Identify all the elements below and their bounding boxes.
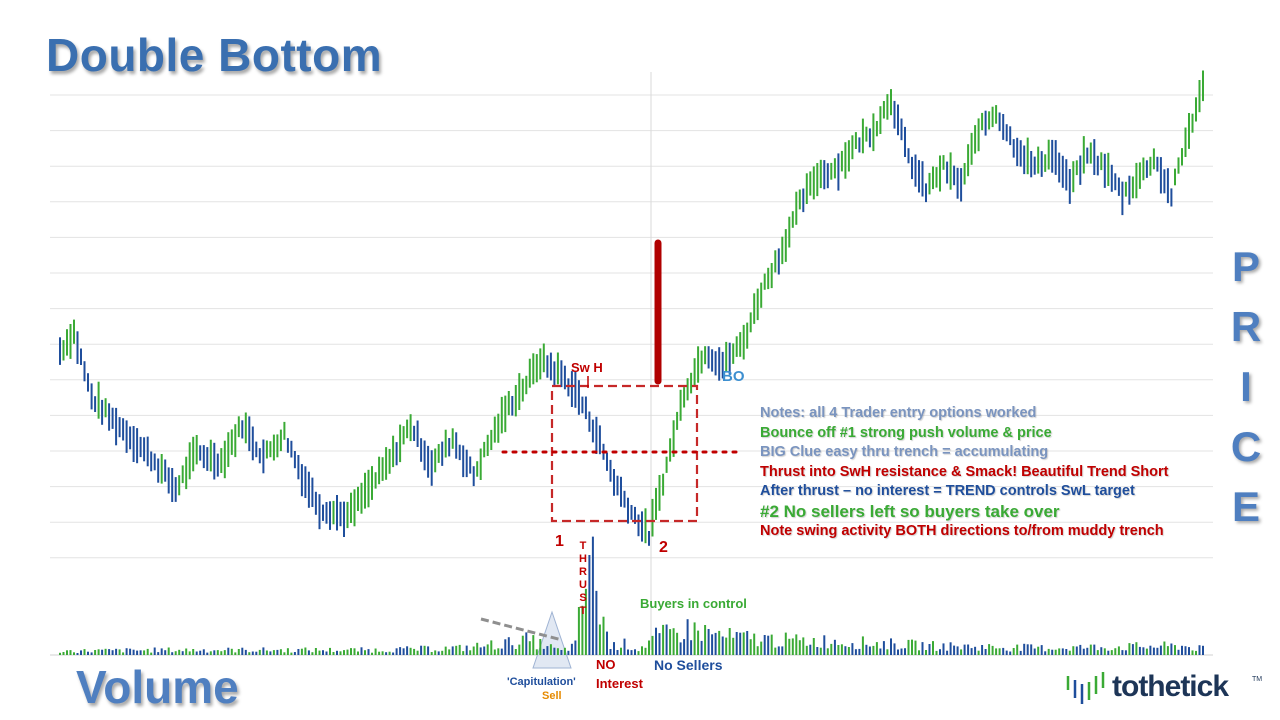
notes-list: Notes: all 4 Trader entry options worked… bbox=[760, 404, 1169, 541]
price-letter-e: E bbox=[1231, 483, 1260, 530]
note-line-7: Note swing activity BOTH directions to/f… bbox=[760, 522, 1164, 539]
volume-title: Volume bbox=[76, 661, 239, 713]
price-letter-r: R bbox=[1230, 303, 1262, 350]
note-line-2: Bounce off #1 strong push volume & price bbox=[760, 424, 1052, 441]
capitulation-triangle bbox=[532, 610, 572, 669]
no-sellers-label: No Sellers bbox=[654, 657, 723, 673]
price-gridlines bbox=[50, 94, 1213, 559]
price-letter-p: P bbox=[1231, 243, 1260, 290]
price-axis-label: P R I C E bbox=[1222, 238, 1270, 536]
logo-wordmark: tothetick bbox=[1112, 670, 1229, 703]
price-letter-i: I bbox=[1240, 363, 1252, 410]
swing-high-label: Sw H bbox=[571, 360, 603, 375]
volume-trend-line bbox=[480, 617, 563, 642]
thrust-letter: S bbox=[579, 592, 587, 604]
thrust-letter: U bbox=[579, 579, 587, 591]
double-bottom-box bbox=[550, 384, 699, 523]
sell-label: Sell bbox=[542, 690, 562, 702]
no-interest-label-line1: NO bbox=[596, 657, 616, 672]
buyers-in-control-label: Buyers in control bbox=[640, 596, 747, 611]
note-line-3: BIG Clue easy thru trench = accumulating bbox=[760, 444, 1049, 460]
volume-bars bbox=[59, 536, 1204, 655]
thrust-vertical-label: T H R U S T bbox=[577, 540, 589, 618]
logo-candles-icon bbox=[1066, 672, 1105, 704]
bottom-2-label: 2 bbox=[659, 539, 668, 556]
thrust-letter: R bbox=[579, 566, 587, 578]
thrust-letter: H bbox=[579, 553, 587, 565]
note-line-5: After thrust – no interest = TREND contr… bbox=[760, 483, 1135, 499]
capitulation-label: 'Capitulation' bbox=[507, 676, 576, 688]
note-line-6: #2 No sellers left so buyers take over bbox=[760, 501, 1060, 521]
no-interest-label-line2: Interest bbox=[596, 676, 643, 691]
thrust-letter: T bbox=[579, 605, 587, 617]
thrust-letter: T bbox=[579, 540, 587, 552]
note-line-1: Notes: all 4 Trader entry options worked bbox=[760, 405, 1037, 421]
note-line-4: Thrust into SwH resistance & Smack! Beau… bbox=[760, 463, 1169, 480]
price-letter-c: C bbox=[1230, 423, 1262, 470]
breakout-label: BO bbox=[722, 368, 745, 385]
price-bars bbox=[59, 70, 1204, 546]
page-title: Double Bottom bbox=[46, 29, 383, 81]
tothetick-logo: tothetick TM bbox=[1064, 668, 1264, 710]
logo-trademark: TM bbox=[1252, 676, 1263, 683]
bottom-1-label: 1 bbox=[555, 533, 564, 550]
